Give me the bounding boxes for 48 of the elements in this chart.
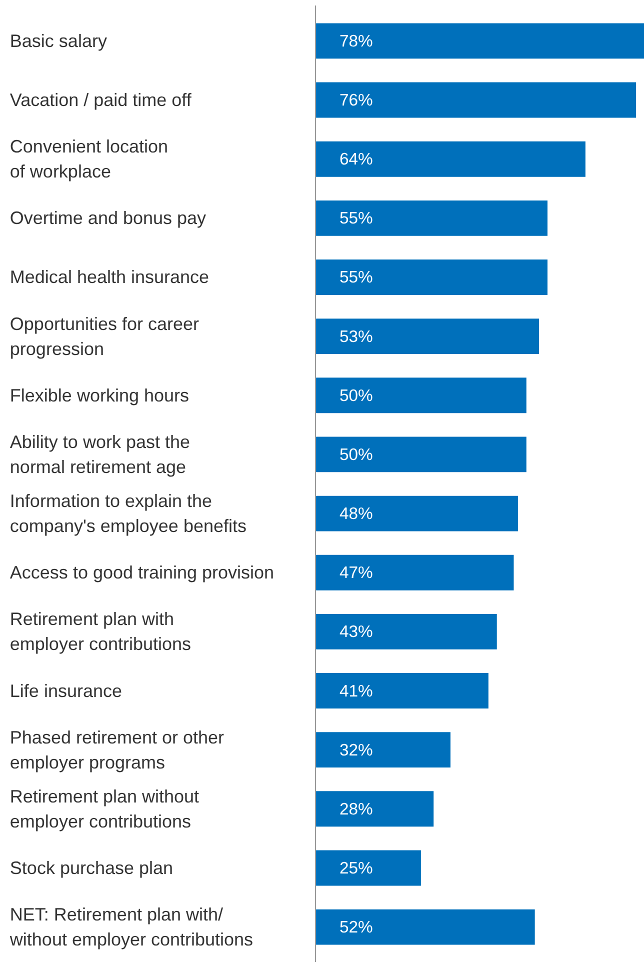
y-tick-label: Retirement plan without employer contributions [10,786,200,832]
y-tick-label: Vacation / paid time off [10,90,192,110]
bar [316,436,526,472]
data-label: 43% [340,622,374,642]
bar [316,82,636,118]
data-label: 32% [340,740,374,760]
data-label: 50% [340,444,374,464]
y-tick-label: Overtime and bonus pay [10,208,206,228]
bar [316,732,450,768]
y-tick-label: Convenient location of workplace [10,136,168,182]
data-label: 28% [340,799,374,818]
y-tick-label: Stock purchase plan [10,858,174,878]
data-label: 64% [340,150,374,169]
bar [316,554,514,590]
bar [316,850,421,886]
bar [316,378,526,414]
y-tick-label: Flexible working hours [10,385,189,406]
y-tick-label: Phased retirement or other employer programs [10,727,224,772]
y-tick-label: NET: Retirement plan with/ without employer contributions [8,904,254,950]
data-label: 55% [340,268,374,287]
data-label: 50% [340,386,374,405]
data-label: 76% [340,90,374,110]
data-label: 78% [340,31,374,50]
y-tick-label: Medical health insurance [10,267,210,288]
bar [316,200,548,236]
bar [316,260,548,295]
y-tick-label: Basic salary [10,30,107,51]
data-label: 55% [340,208,374,228]
bar [316,318,540,354]
y-tick-label: Access to good training provision [10,562,274,583]
bar [316,791,434,827]
bar [316,614,497,650]
y-tick-label: Information to explain the company's employee benefits [10,491,246,536]
data-label: 53% [340,326,374,346]
bar [316,141,586,177]
bar [316,909,535,945]
data-label: 41% [340,681,374,700]
y-tick-label: Retirement plan with employer contributions [10,609,192,654]
bar [316,23,644,59]
y-tick-label: Ability to work past the normal retirement age [10,432,190,477]
y-tick-label: Life insurance [10,680,122,701]
data-label: 25% [340,858,374,878]
data-label: 47% [340,563,374,582]
bar [316,673,488,708]
data-label: 52% [340,918,374,937]
bar [316,496,518,532]
y-tick-label: Opportunities for career progression [10,314,200,359]
data-label: 48% [340,504,374,524]
